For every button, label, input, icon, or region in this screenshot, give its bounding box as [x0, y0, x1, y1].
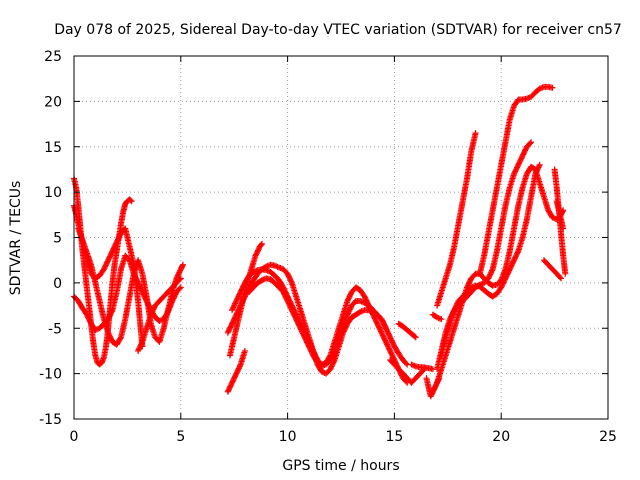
- series-arc-1: [71, 175, 135, 368]
- series-arc-21: [540, 257, 565, 282]
- x-tick-label: 10: [279, 429, 297, 445]
- data-point: [330, 349, 337, 356]
- data-point: [179, 261, 186, 268]
- data-point: [549, 84, 556, 91]
- series-arc-20: [476, 83, 556, 277]
- data-point: [560, 225, 567, 232]
- data-point: [514, 249, 521, 256]
- series-arc-12: [395, 320, 419, 341]
- y-tick-label: 25: [44, 49, 62, 65]
- x-tick-label: 25: [599, 429, 617, 445]
- series-arc-5: [135, 275, 184, 354]
- data-point: [562, 270, 569, 277]
- data-point: [258, 240, 265, 247]
- y-tick-label: 15: [44, 140, 62, 156]
- data-point: [472, 130, 479, 137]
- series-arc-22: [551, 166, 569, 277]
- series-arc-15: [429, 311, 445, 323]
- y-tick-labels: -15 -10 -5 0 5 10 15 20 25: [39, 49, 62, 428]
- data-point: [236, 362, 243, 369]
- series-arc-6: [224, 347, 248, 395]
- axis-ticks: [73, 55, 609, 420]
- data-point: [127, 197, 134, 204]
- data-point: [438, 316, 445, 323]
- data-point: [536, 161, 543, 168]
- data-point: [138, 340, 145, 347]
- data-point: [403, 360, 410, 367]
- x-tick-labels: 0 5 10 15 20 25: [70, 429, 617, 445]
- x-tick-label: 20: [492, 429, 510, 445]
- data-point: [489, 267, 496, 274]
- data-point: [176, 276, 183, 283]
- data-point: [117, 335, 124, 342]
- y-tick-label: 5: [53, 231, 62, 247]
- data-point: [177, 275, 184, 282]
- series-arc-19: [434, 139, 535, 373]
- y-tick-label: 10: [44, 185, 62, 201]
- x-tick-label: 15: [385, 429, 403, 445]
- data-point: [288, 278, 295, 285]
- data-point: [258, 241, 265, 248]
- x-axis-label: GPS time / hours: [282, 458, 399, 474]
- data-point: [411, 333, 418, 340]
- data-point: [528, 139, 535, 146]
- chart-title: Day 078 of 2025, Sidereal Day-to-day VTE…: [54, 22, 622, 38]
- series-arc-4: [75, 225, 186, 348]
- data-point: [411, 362, 418, 369]
- data-points: [71, 83, 569, 400]
- y-tick-label: 0: [53, 276, 62, 292]
- x-tick-label: 5: [176, 429, 185, 445]
- data-point: [128, 198, 135, 205]
- data-point: [412, 334, 419, 341]
- grid: [74, 56, 608, 419]
- series-arc-23: [553, 198, 567, 232]
- data-point: [556, 274, 563, 281]
- data-point: [536, 163, 543, 170]
- y-axis-label: SDTVAR / TECUs: [8, 181, 24, 296]
- x-tick-label: 0: [70, 429, 79, 445]
- y-tick-label: 20: [44, 94, 62, 110]
- series-arc-10: [246, 275, 411, 370]
- data-point: [176, 285, 183, 292]
- series-arc-11: [387, 357, 428, 386]
- series-arc-18: [434, 130, 479, 309]
- y-tick-label: -10: [39, 367, 62, 383]
- series-arc-13: [408, 361, 436, 373]
- data-point: [558, 275, 565, 282]
- y-tick-label: -5: [48, 321, 62, 337]
- data-point: [241, 347, 248, 354]
- series-arc-16: [434, 163, 567, 386]
- data-point: [108, 308, 115, 315]
- data-point: [177, 284, 184, 291]
- y-tick-label: -15: [39, 412, 62, 428]
- data-point: [527, 140, 534, 147]
